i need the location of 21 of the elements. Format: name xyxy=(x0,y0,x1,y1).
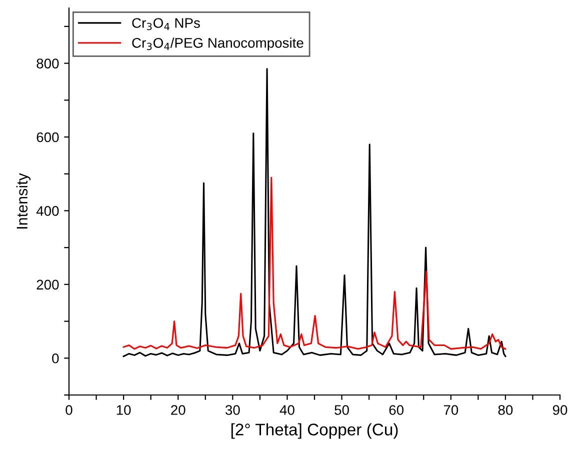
legend-label: Cr$_{3}$O$_{4}$ NPs xyxy=(132,18,200,30)
x-tick-label: 50 xyxy=(334,405,349,415)
x-tick-label: 10 xyxy=(116,405,131,415)
y-tick-label: 0 xyxy=(52,353,59,364)
y-tick-label: 400 xyxy=(36,206,59,216)
legend-label: Cr$_{3}$O$_{4}$/PEG Nanocomposite xyxy=(132,38,304,51)
line-series xyxy=(122,176,506,350)
y-tick-label: 600 xyxy=(36,132,59,142)
y-axis-title: Intensity xyxy=(16,173,31,229)
x-tick-label: 60 xyxy=(389,405,404,415)
y-tick-label: 200 xyxy=(36,280,59,290)
x-tick-label: 90 xyxy=(552,405,568,415)
x-tick-label: 40 xyxy=(280,405,294,415)
line-series xyxy=(122,68,506,358)
x-tick-label: 70 xyxy=(444,405,458,415)
x-tick-label: 20 xyxy=(171,405,186,415)
x-tick-label: 30 xyxy=(225,405,240,415)
x-axis-title: [2° Theta] Copper (Cu) xyxy=(231,423,398,439)
x-tick-label: 0 xyxy=(66,405,72,415)
x-tick-label: 80 xyxy=(498,405,513,415)
y-tick-label: 800 xyxy=(36,58,59,68)
